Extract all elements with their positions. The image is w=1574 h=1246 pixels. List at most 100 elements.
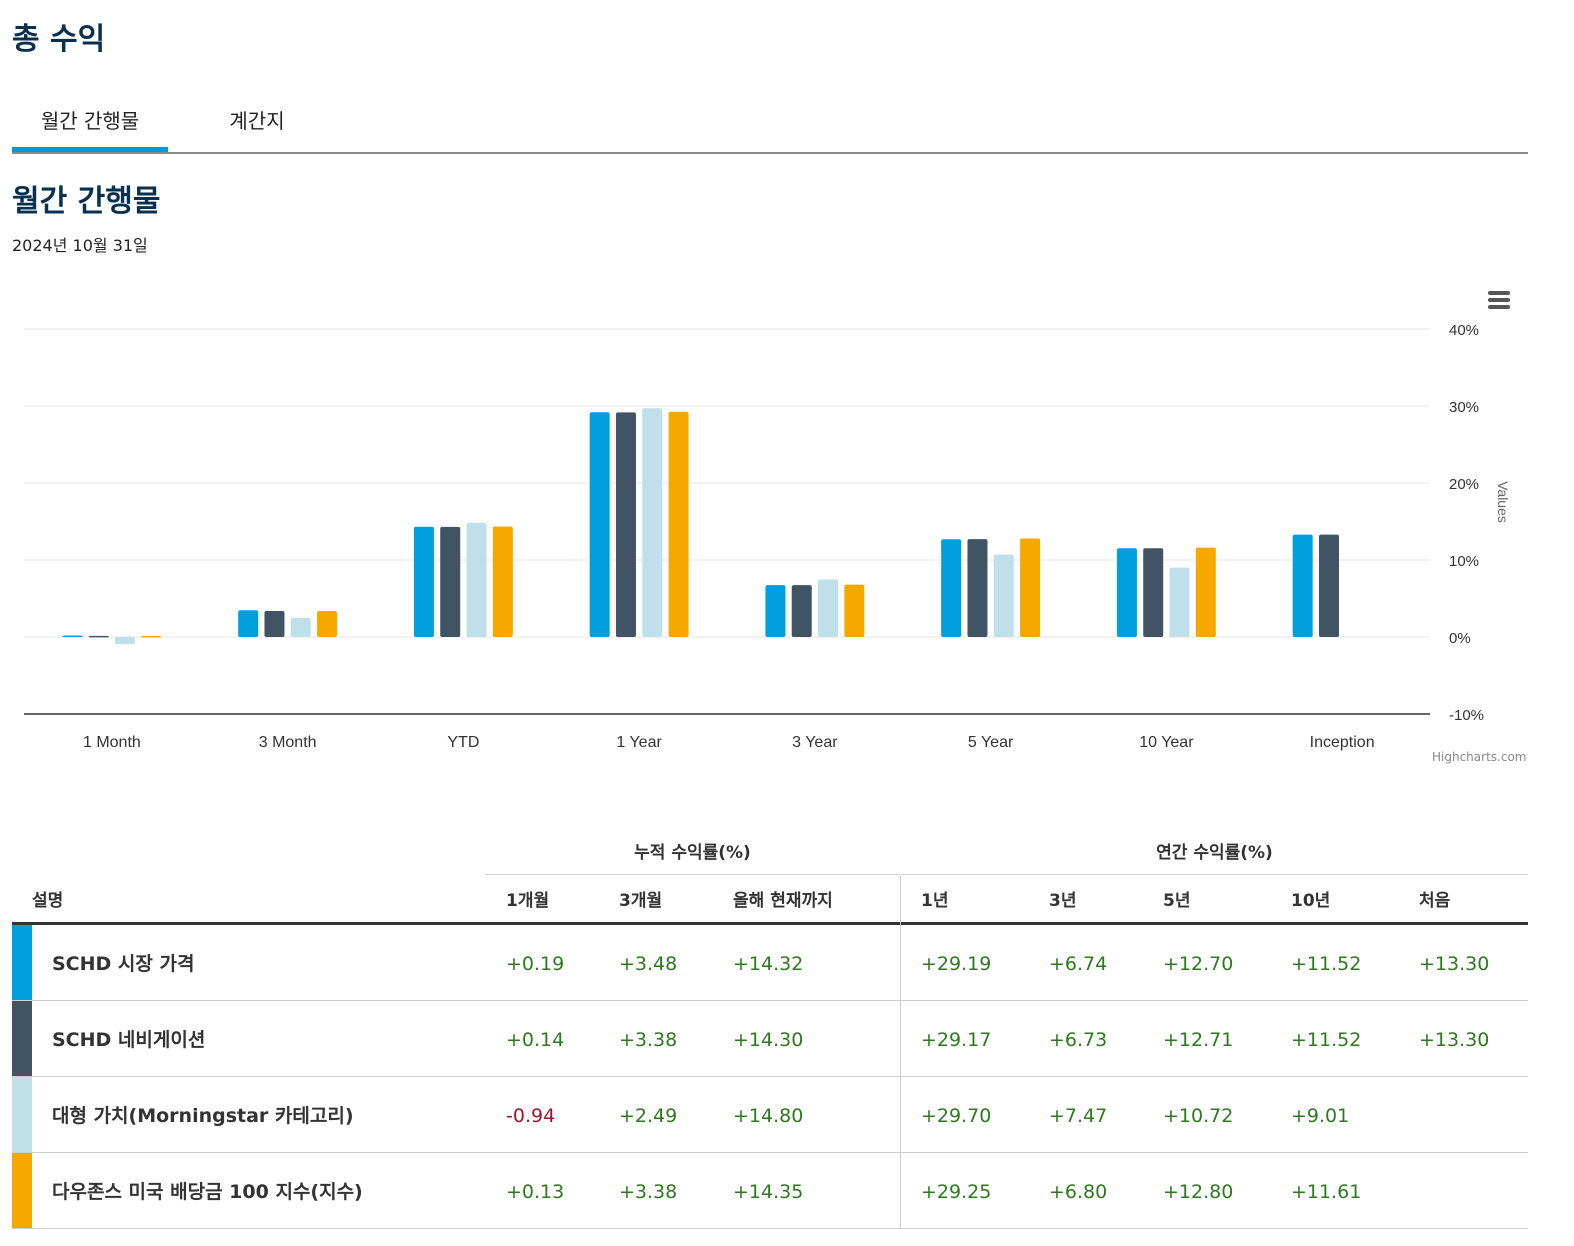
table-cell: +11.61	[1291, 1181, 1362, 1203]
col-header-inception: 처음	[1419, 891, 1451, 911]
table-cell: +0.14	[506, 1029, 565, 1051]
table-cell: +13.30	[1419, 1029, 1490, 1051]
x-tick-label: 5 Year	[968, 734, 1014, 751]
table-cell: +11.52	[1291, 1029, 1362, 1051]
row-name: SCHD 시장 가격	[52, 953, 195, 975]
table-row: 다우존스 미국 배당금 100 지수(지수) +0.13 +3.38 +14.35 +2…	[12, 1153, 1528, 1229]
bar	[791, 585, 812, 637]
table-cell: +11.52	[1291, 953, 1362, 975]
bar	[589, 412, 610, 637]
y-axis-title: Values	[1495, 481, 1511, 523]
table-cell: +0.19	[506, 953, 565, 975]
table-cell: +6.80	[1049, 1181, 1108, 1203]
legend-swatch	[12, 925, 32, 1000]
bar	[941, 539, 962, 637]
bar	[1116, 548, 1137, 637]
table-cell: +6.74	[1049, 953, 1108, 975]
table-cell: +14.32	[733, 953, 804, 975]
y-tick-label: 40%	[1449, 322, 1479, 339]
tab-quarterly[interactable]: 계간지	[229, 109, 285, 133]
table-cell: +3.38	[619, 1029, 678, 1051]
legend-swatch	[12, 1001, 32, 1076]
col-header-5y: 5년	[1163, 891, 1191, 911]
x-tick-label: 3 Month	[259, 734, 317, 751]
bar	[466, 523, 487, 637]
chart-credit[interactable]: Highcharts.com	[1432, 750, 1527, 764]
table-cell: +12.80	[1163, 1181, 1234, 1203]
bar	[1318, 534, 1339, 637]
bar	[844, 584, 865, 637]
x-tick-label: YTD	[447, 734, 479, 751]
bar	[818, 579, 839, 637]
table-cell: +13.30	[1419, 953, 1490, 975]
bar	[88, 635, 109, 638]
table-cell: +0.13	[506, 1181, 565, 1203]
table-cell: +14.80	[733, 1105, 804, 1127]
group-header-annual: 연간 수익률(%)	[1156, 843, 1273, 863]
y-tick-label: -10%	[1449, 707, 1484, 724]
row-name: SCHD 네비게이션	[52, 1029, 206, 1051]
col-header-ytd: 올해 현재까지	[733, 891, 833, 911]
bar	[317, 610, 338, 637]
group-header-cumulative: 누적 수익률(%)	[634, 843, 751, 863]
table-cell: -0.94	[506, 1105, 556, 1127]
bar	[440, 526, 461, 637]
section-title: 월간 간행물	[12, 184, 161, 219]
y-tick-label: 20%	[1449, 476, 1479, 493]
table-cell: +2.49	[619, 1105, 678, 1127]
table-cell: +29.17	[921, 1029, 992, 1051]
bar	[238, 610, 259, 637]
table-cell: +29.19	[921, 953, 992, 975]
table-cell: +29.70	[921, 1105, 992, 1127]
bar	[1020, 538, 1041, 637]
col-header-10y: 10년	[1291, 891, 1331, 911]
tab-bar: 월간 간행물 계간지	[12, 96, 1528, 154]
col-header-1y: 1년	[921, 891, 949, 911]
col-header-description: 설명	[32, 891, 64, 911]
bar	[115, 637, 136, 645]
col-header-1m: 1개월	[506, 891, 550, 911]
bar	[1292, 534, 1313, 637]
table-cell: +29.25	[921, 1181, 992, 1203]
table-cell: +6.73	[1049, 1029, 1108, 1051]
table-row: 대형 가치(Morningstar 카테고리) -0.94 +2.49 +14.80 +…	[12, 1077, 1528, 1153]
bar	[62, 635, 83, 638]
x-tick-label: 10 Year	[1139, 734, 1194, 751]
bar	[615, 412, 636, 637]
table-cell: +7.47	[1049, 1105, 1108, 1127]
header-divider	[12, 922, 1528, 925]
returns-bar-chart: 40% 30% 20% 10% 0% -10% Values 1 Month 3 Month YT…	[24, 322, 1511, 751]
bar	[1195, 547, 1216, 637]
x-tick-label: 1 Month	[83, 734, 141, 751]
tab-monthly[interactable]: 월간 간행물	[12, 96, 168, 152]
bar	[993, 554, 1014, 637]
group-underline-cumulative	[485, 874, 900, 875]
y-tick-label: 10%	[1449, 553, 1479, 570]
bar	[1143, 548, 1164, 637]
table-cell: +3.48	[619, 953, 678, 975]
col-header-3y: 3년	[1049, 891, 1077, 911]
row-name: 대형 가치(Morningstar 카테고리)	[52, 1105, 354, 1127]
bar	[141, 635, 162, 638]
bar	[668, 411, 689, 637]
table-cell: +10.72	[1163, 1105, 1234, 1127]
legend-swatch	[12, 1153, 32, 1228]
x-tick-label: Inception	[1310, 734, 1375, 751]
table-cell: +12.71	[1163, 1029, 1234, 1051]
bar	[290, 617, 311, 637]
table-row: SCHD 시장 가격 +0.19 +3.48 +14.32 +29.19 +6.74 +12…	[12, 925, 1528, 1001]
x-tick-label: 3 Year	[792, 734, 838, 751]
bar	[264, 610, 285, 637]
bar	[492, 526, 513, 637]
bar	[413, 526, 434, 637]
bar	[642, 408, 663, 637]
bar	[765, 585, 786, 637]
as-of-date: 2024년 10월 31일	[12, 236, 148, 255]
y-tick-label: 30%	[1449, 399, 1479, 416]
chart-menu-icon[interactable]	[1488, 291, 1510, 311]
group-underline-annual	[901, 874, 1528, 875]
table-row: SCHD 네비게이션 +0.14 +3.38 +14.30 +29.17 +6.73 +12…	[12, 1001, 1528, 1077]
table-cell: +14.35	[733, 1181, 804, 1203]
table-cell: +12.70	[1163, 953, 1234, 975]
x-tick-label: 1 Year	[616, 734, 662, 751]
